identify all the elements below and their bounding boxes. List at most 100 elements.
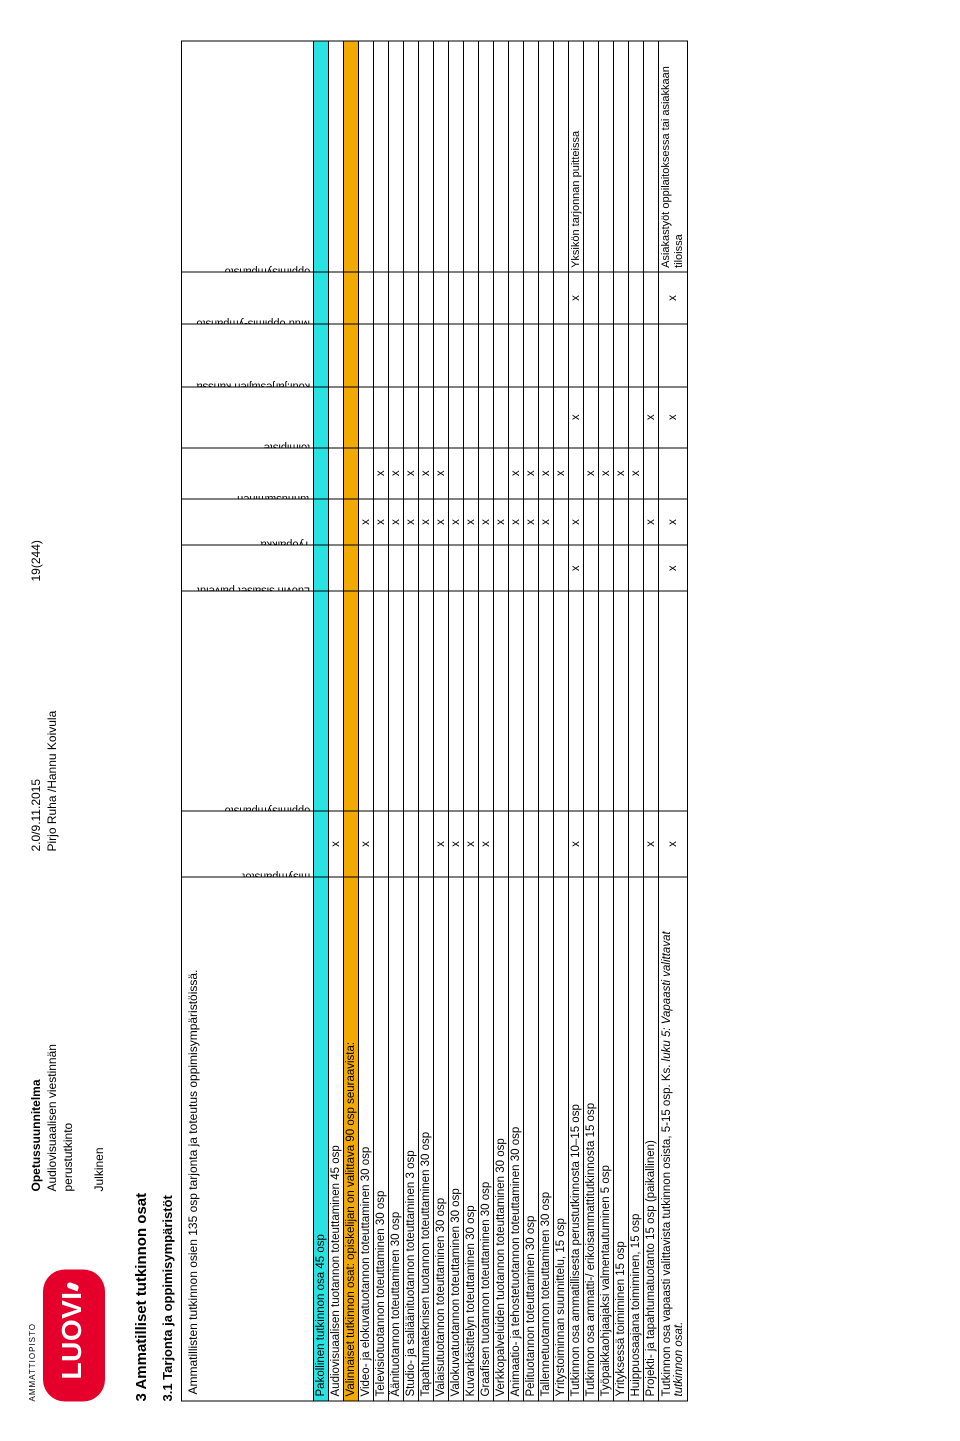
row-mark: x — [373, 498, 388, 544]
col-header: Yhteistyö muiden koul.järjestäjien kanss… — [181, 323, 313, 386]
doc-title-block: Opetussuunnitelma Audiovisuaalisen viest… — [28, 891, 107, 1191]
row-mark — [553, 591, 568, 810]
row-mark — [493, 447, 508, 498]
row-name: Kuvankäsittelyn toteuttaminen 30 osp — [463, 877, 478, 1401]
row-info — [599, 41, 614, 272]
row-info — [328, 41, 343, 272]
section-title: 3 Ammatilliset tutkinnon osat — [133, 40, 150, 1401]
table-row: Graafisen tuotannon toteuttaminen 30 osp… — [478, 41, 493, 1401]
row-mark — [403, 386, 418, 447]
brand-column: AMMATTIOPISTO LUOVI — [28, 1231, 105, 1401]
row-mark — [553, 323, 568, 386]
row-mark — [358, 591, 373, 810]
row-mark: x — [358, 498, 373, 544]
table-row: Äänituotannon toteuttaminen 30 ospxx — [388, 41, 403, 1401]
row-mark — [523, 810, 538, 877]
row-mark — [343, 272, 358, 323]
row-mark — [644, 447, 659, 498]
row-mark — [614, 272, 629, 323]
table-top-text: Ammatillisten tutkinnon osien 135 osp ta… — [181, 877, 313, 1401]
row-mark — [523, 386, 538, 447]
authors: Pirjo Ruha /Hannu Koivula — [44, 621, 60, 851]
version-block: 2.0/9.11.2015 Pirjo Ruha /Hannu Koivula — [28, 621, 60, 851]
row-name: Studio- ja saliäänituotannon toteuttamin… — [403, 877, 418, 1401]
row-mark — [433, 323, 448, 386]
row-mark: x — [568, 386, 584, 447]
row-mark — [388, 591, 403, 810]
row-mark — [584, 386, 599, 447]
row-name: Tutkinnon osa ammatillisesta perustutkin… — [568, 877, 584, 1401]
row-name: Valaisutuotannon toteuttaminen 30 osp — [433, 877, 448, 1401]
row-name: Työpaikkaohjaajaksi valmentautuminen 5 o… — [599, 877, 614, 1401]
row-mark — [629, 498, 644, 544]
row-name: Televisiotuotannon toteuttaminen 30 osp — [373, 877, 388, 1401]
row-mark — [478, 272, 493, 323]
doc-subtitle-1: Audiovisuaalisen viestinnän — [44, 891, 60, 1191]
row-mark: x — [584, 447, 599, 498]
row-mark: x — [448, 498, 463, 544]
row-mark — [313, 386, 328, 447]
row-mark: x — [433, 498, 448, 544]
row-mark — [463, 545, 478, 591]
row-mark — [388, 323, 403, 386]
row-mark: x — [388, 447, 403, 498]
row-mark: x — [463, 810, 478, 877]
row-info — [478, 41, 493, 272]
row-mark: x — [523, 447, 538, 498]
table-row: Tutkinnon osa ammatillisesta perustutkin… — [568, 41, 584, 1401]
row-mark: x — [659, 386, 687, 447]
row-mark: x — [433, 447, 448, 498]
row-name: Graafisen tuotannon toteuttaminen 30 osp — [478, 877, 493, 1401]
row-mark — [418, 323, 433, 386]
row-name: Pakollinen tutkinnon osa 45 osp — [313, 877, 328, 1401]
table-row: Audiovisuaalisen tuotannon toteuttaminen… — [328, 41, 343, 1401]
row-mark — [343, 591, 358, 810]
row-mark: x — [418, 498, 433, 544]
row-mark — [538, 386, 553, 447]
row-mark — [433, 272, 448, 323]
row-mark: x — [644, 498, 659, 544]
row-mark — [478, 591, 493, 810]
row-mark — [584, 810, 599, 877]
table-row: Valaisutuotannon toteuttaminen 30 ospxxx — [433, 41, 448, 1401]
row-mark — [448, 545, 463, 591]
row-mark — [373, 323, 388, 386]
row-mark: x — [568, 810, 584, 877]
row-mark — [463, 272, 478, 323]
col-header: Ei tarjonnassa; Osaamisen tunnustaminen — [181, 447, 313, 498]
table-row: Valokuvatuotannon toteuttaminen 30 ospxx — [448, 41, 463, 1401]
row-mark — [328, 272, 343, 323]
row-mark — [328, 545, 343, 591]
brand-small-label: AMMATTIOPISTO — [28, 1231, 39, 1401]
row-name: Valokuvatuotannon toteuttaminen 30 osp — [448, 877, 463, 1401]
row-info — [373, 41, 388, 272]
row-mark — [584, 323, 599, 386]
row-mark — [599, 323, 614, 386]
row-mark — [388, 810, 403, 877]
col-header: Lisätietoa: sisäinen oppimisympäristö — [181, 591, 313, 810]
row-mark — [523, 591, 538, 810]
row-mark: x — [659, 810, 687, 877]
row-mark: x — [403, 447, 418, 498]
row-mark — [343, 545, 358, 591]
row-name: Valinnaiset tutkinnon osat: opiskelijan … — [343, 877, 358, 1401]
row-mark — [358, 545, 373, 591]
row-mark — [313, 323, 328, 386]
row-mark — [599, 272, 614, 323]
page-header: AMMATTIOPISTO LUOVI Opetussuunnitelma Au… — [28, 40, 107, 1401]
row-mark — [659, 323, 687, 386]
document-page: AMMATTIOPISTO LUOVI Opetussuunnitelma Au… — [0, 0, 960, 1441]
row-mark — [328, 447, 343, 498]
row-mark — [493, 386, 508, 447]
col-header: Muu oppimis-ympäristö — [181, 272, 313, 323]
row-mark — [568, 591, 584, 810]
row-mark: x — [508, 498, 523, 544]
row-mark — [538, 323, 553, 386]
row-mark — [629, 591, 644, 810]
row-mark: x — [373, 447, 388, 498]
doc-title: Opetussuunnitelma — [28, 891, 44, 1191]
row-mark — [584, 498, 599, 544]
version-date: 2.0/9.11.2015 — [28, 621, 44, 851]
row-info — [644, 41, 659, 272]
row-mark: x — [659, 545, 687, 591]
